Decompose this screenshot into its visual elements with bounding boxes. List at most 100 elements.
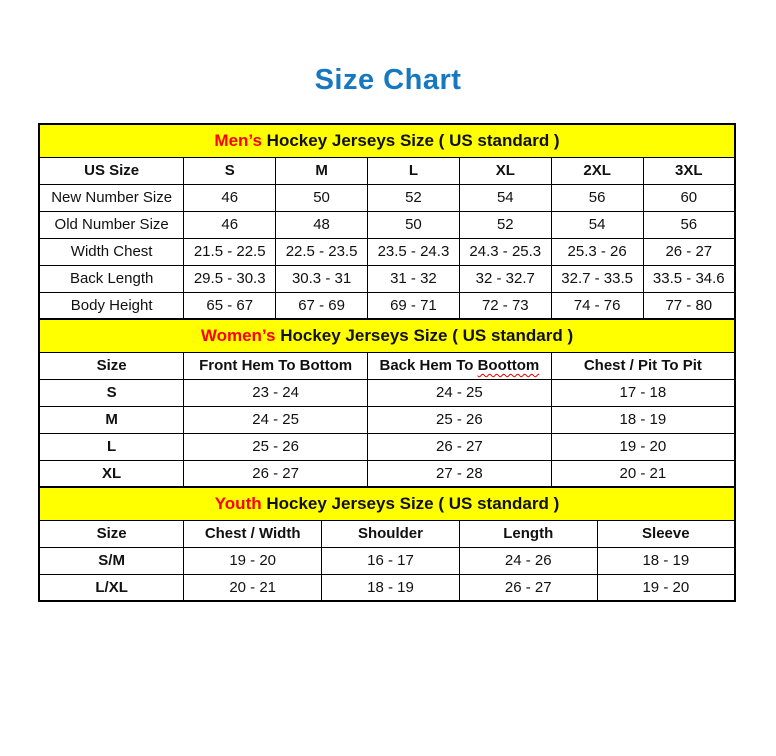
size-cell: 18 - 19 (321, 573, 460, 602)
size-cell: 22.5 - 23.5 (275, 237, 368, 266)
size-cell: 25 - 26 (183, 432, 368, 461)
page-title: Size Chart (314, 64, 462, 96)
size-cell: 30.3 - 31 (275, 264, 368, 293)
size-cell: 32 - 32.7 (458, 264, 552, 293)
size-cell: 50 (275, 183, 368, 212)
size-cell: 23 - 24 (183, 378, 368, 407)
size-cell: 77 - 80 (642, 291, 736, 320)
table-youth: Youth Hockey Jerseys Size ( US standard … (38, 486, 736, 602)
column-header-row: US Size S M L XL 2XL 3XL (38, 156, 736, 185)
row-label: Back Length (38, 264, 185, 293)
size-cell: 56 (642, 210, 736, 239)
row-label: L/XL (38, 573, 185, 602)
table-row: XL 26 - 27 27 - 28 20 - 21 (38, 459, 736, 488)
row-label: New Number Size (38, 183, 185, 212)
table-row: Body Height 65 - 67 67 - 69 69 - 71 72 - 73 7… (38, 291, 736, 320)
section-header-mens: Men’s Hockey Jerseys Size ( US standard … (38, 123, 736, 158)
size-cell: 33.5 - 34.6 (642, 264, 736, 293)
size-cell: 20 - 21 (183, 573, 323, 602)
column-header: S (183, 156, 277, 185)
size-cell: 24.3 - 25.3 (458, 237, 552, 266)
size-cell: 32.7 - 33.5 (550, 264, 644, 293)
size-cell: 29.5 - 30.3 (183, 264, 277, 293)
size-cell: 25 - 26 (367, 405, 552, 434)
size-cell: 18 - 19 (550, 405, 736, 434)
column-header: Front Hem To Bottom (183, 351, 368, 380)
size-cell: 26 - 27 (183, 459, 368, 488)
table-row: L 25 - 26 26 - 27 19 - 20 (38, 432, 736, 461)
column-header: Size (38, 519, 185, 548)
table-row: M 24 - 25 25 - 26 18 - 19 (38, 405, 736, 434)
column-header: 3XL (642, 156, 736, 185)
section-title-highlight: Youth (214, 493, 262, 513)
size-cell: 50 (367, 210, 460, 239)
size-tables: Men’s Hockey Jerseys Size ( US standard … (38, 123, 736, 602)
table-row: S/M 19 - 20 16 - 17 24 - 26 18 - 19 (38, 546, 736, 575)
size-cell: 46 (183, 183, 277, 212)
column-header: Back Hem To Boottom (367, 351, 552, 380)
size-cell: 19 - 20 (183, 546, 323, 575)
section-title-highlight: Women’s (200, 325, 276, 345)
table-womens: Women’s Hockey Jerseys Size ( US standar… (38, 318, 736, 488)
size-cell: 25.3 - 26 (550, 237, 644, 266)
size-cell: 19 - 20 (596, 573, 736, 602)
size-cell: 48 (275, 210, 368, 239)
column-header: L (367, 156, 460, 185)
table-row: Old Number Size 46 48 50 52 54 56 (38, 210, 736, 239)
table-row: Back Length 29.5 - 30.3 30.3 - 31 31 - 32 32… (38, 264, 736, 293)
column-header: Shoulder (321, 519, 460, 548)
size-cell: 24 - 25 (183, 405, 368, 434)
row-label: L (38, 432, 185, 461)
size-cell: 67 - 69 (275, 291, 368, 320)
size-cell: 54 (550, 210, 644, 239)
row-label: M (38, 405, 185, 434)
column-header-row: Size Front Hem To Bottom Back Hem To Boott… (38, 351, 736, 380)
size-cell: 20 - 21 (550, 459, 736, 488)
size-cell: 54 (458, 183, 552, 212)
size-cell: 17 - 18 (550, 378, 736, 407)
size-cell: 26 - 27 (458, 573, 598, 602)
size-cell: 21.5 - 22.5 (183, 237, 277, 266)
table-row: S 23 - 24 24 - 25 17 - 18 (38, 378, 736, 407)
size-cell: 69 - 71 (367, 291, 460, 320)
row-label: XL (38, 459, 185, 488)
section-title-text: Hockey Jerseys Size ( US standard ) (261, 493, 560, 513)
size-cell: 65 - 67 (183, 291, 277, 320)
column-header: M (275, 156, 368, 185)
column-header: 2XL (550, 156, 644, 185)
column-header-row: Size Chest / Width Shoulder Length Sleeve (38, 519, 736, 548)
size-cell: 23.5 - 24.3 (367, 237, 460, 266)
size-cell: 27 - 28 (367, 459, 552, 488)
size-cell: 60 (642, 183, 736, 212)
section-title-text: Hockey Jerseys Size ( US standard ) (275, 325, 574, 345)
size-cell: 24 - 25 (367, 378, 552, 407)
section-header-row: Women’s Hockey Jerseys Size ( US standar… (38, 318, 736, 353)
size-cell: 16 - 17 (321, 546, 460, 575)
size-cell: 74 - 76 (550, 291, 644, 320)
table-row: New Number Size 46 50 52 54 56 60 (38, 183, 736, 212)
section-title-highlight: Men’s (214, 130, 262, 150)
column-header: Chest / Width (183, 519, 323, 548)
size-cell: 26 - 27 (367, 432, 552, 461)
row-label: Old Number Size (38, 210, 185, 239)
size-cell: 31 - 32 (367, 264, 460, 293)
column-header: Size (38, 351, 185, 380)
table-row: Width Chest 21.5 - 22.5 22.5 - 23.5 23.5 - … (38, 237, 736, 266)
row-label: S (38, 378, 185, 407)
size-cell: 18 - 19 (596, 546, 736, 575)
section-header-youth: Youth Hockey Jerseys Size ( US standard … (38, 486, 736, 521)
column-header: US Size (38, 156, 185, 185)
table-mens: Men’s Hockey Jerseys Size ( US standard … (38, 123, 736, 320)
row-label: Width Chest (38, 237, 185, 266)
table-row: L/XL 20 - 21 18 - 19 26 - 27 19 - 20 (38, 573, 736, 602)
column-header: XL (458, 156, 552, 185)
size-cell: 46 (183, 210, 277, 239)
size-cell: 56 (550, 183, 644, 212)
column-header: Sleeve (596, 519, 736, 548)
size-cell: 52 (367, 183, 460, 212)
section-header-row: Youth Hockey Jerseys Size ( US standard … (38, 486, 736, 521)
size-cell: 52 (458, 210, 552, 239)
row-label: Body Height (38, 291, 185, 320)
column-header: Length (458, 519, 598, 548)
size-cell: 72 - 73 (458, 291, 552, 320)
